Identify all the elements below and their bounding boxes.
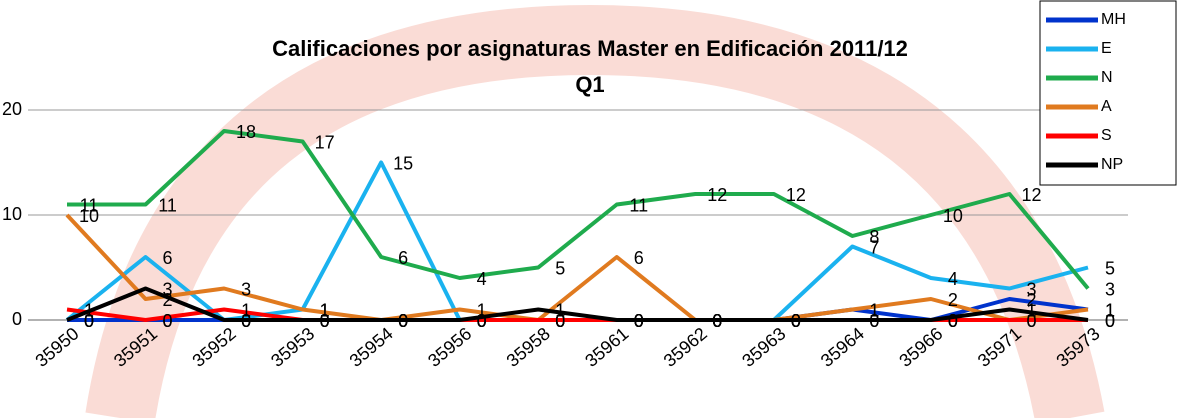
data-label: 1 bbox=[241, 300, 251, 320]
x-tick-label: 35961 bbox=[581, 323, 632, 371]
x-tick-label: 35963 bbox=[738, 323, 789, 371]
data-label: 0 bbox=[477, 311, 487, 331]
data-label: 0 bbox=[869, 311, 879, 331]
data-label: 6 bbox=[398, 248, 408, 268]
chart-title: Calificaciones por asignaturas Master en… bbox=[272, 36, 908, 61]
chart-title: Q1 bbox=[575, 72, 604, 97]
data-label: 10 bbox=[79, 206, 99, 226]
data-label: 0 bbox=[163, 311, 173, 331]
x-tick-label: 35966 bbox=[895, 323, 946, 371]
data-label: 0 bbox=[712, 311, 722, 331]
series-line bbox=[65, 213, 1089, 322]
data-label: 0 bbox=[1105, 311, 1115, 331]
data-label: 1 bbox=[869, 300, 879, 320]
data-label: 5 bbox=[555, 258, 565, 278]
data-label: 0 bbox=[948, 311, 958, 331]
data-label: 5 bbox=[1105, 258, 1115, 278]
x-tick-label: 35953 bbox=[267, 323, 318, 371]
data-label: 0 bbox=[1105, 311, 1115, 331]
data-label: 0 bbox=[84, 311, 94, 331]
data-label: 0 bbox=[398, 311, 408, 331]
legend-label: MH bbox=[1101, 11, 1126, 28]
data-label: 0 bbox=[1026, 311, 1036, 331]
data-label: 0 bbox=[84, 311, 94, 331]
series-line bbox=[66, 286, 1089, 322]
data-label: 1 bbox=[320, 300, 330, 320]
data-label: 11 bbox=[629, 195, 648, 215]
data-label: 1 bbox=[1105, 300, 1115, 320]
data-label: 3 bbox=[1026, 279, 1036, 299]
data-label: 1 bbox=[1105, 300, 1115, 320]
data-label: 11 bbox=[158, 195, 177, 215]
data-label: 8 bbox=[869, 227, 879, 247]
data-label: 11 bbox=[80, 195, 99, 215]
data-label: 12 bbox=[707, 185, 727, 205]
legend-label: NP bbox=[1101, 156, 1123, 173]
data-label: 1 bbox=[869, 300, 879, 320]
data-label: 3 bbox=[1105, 279, 1115, 299]
data-label: 4 bbox=[477, 269, 487, 289]
legend-box bbox=[1039, 0, 1177, 186]
data-label: 1 bbox=[1026, 300, 1036, 320]
data-label: 0 bbox=[791, 311, 801, 331]
data-label: 1 bbox=[555, 300, 565, 320]
legend-label: N bbox=[1101, 69, 1113, 86]
series-line bbox=[67, 129, 1090, 290]
y-tick-label: 20 bbox=[2, 99, 22, 119]
legend-label: S bbox=[1101, 127, 1112, 144]
x-tick-label: 35952 bbox=[188, 323, 239, 371]
data-label: 2 bbox=[948, 290, 958, 310]
data-label: 12 bbox=[1021, 185, 1041, 205]
legend-label: E bbox=[1101, 40, 1112, 57]
x-tick-label: 35962 bbox=[660, 323, 711, 371]
x-tick-label: 35964 bbox=[817, 323, 868, 371]
x-tick-label: 35958 bbox=[503, 323, 554, 371]
y-tick-label: 10 bbox=[2, 204, 22, 224]
y-tick-label: 0 bbox=[12, 309, 22, 329]
data-label: 0 bbox=[163, 311, 173, 331]
data-label: 12 bbox=[786, 185, 806, 205]
x-tick-label: 35950 bbox=[31, 323, 82, 371]
data-label: 6 bbox=[163, 248, 173, 268]
data-label: 0 bbox=[84, 311, 94, 331]
x-tick-label: 35956 bbox=[424, 323, 475, 371]
data-label: 3 bbox=[241, 279, 251, 299]
data-label: 18 bbox=[236, 122, 256, 142]
data-label: 4 bbox=[948, 269, 958, 289]
data-label: 10 bbox=[943, 206, 963, 226]
data-label: 0 bbox=[320, 311, 330, 331]
data-label: 17 bbox=[315, 132, 335, 152]
data-label: 0 bbox=[241, 311, 251, 331]
x-tick-label: 35954 bbox=[346, 323, 397, 371]
data-label: 1 bbox=[320, 300, 330, 320]
data-label: 2 bbox=[163, 290, 173, 310]
data-label: 0 bbox=[948, 311, 958, 331]
data-label: 0 bbox=[555, 311, 565, 331]
data-label: 15 bbox=[393, 153, 413, 173]
watermark bbox=[85, 4, 1105, 418]
data-label: 0 bbox=[477, 311, 487, 331]
legend-label: A bbox=[1101, 98, 1112, 115]
data-label: 1 bbox=[477, 300, 487, 320]
data-label: 3 bbox=[163, 279, 173, 299]
data-label: 6 bbox=[634, 248, 644, 268]
data-label: 2 bbox=[1026, 290, 1036, 310]
data-label: 0 bbox=[634, 311, 644, 331]
data-label: 7 bbox=[869, 237, 879, 257]
